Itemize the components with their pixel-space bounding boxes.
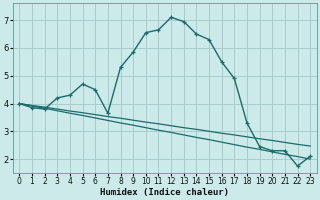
X-axis label: Humidex (Indice chaleur): Humidex (Indice chaleur): [100, 188, 229, 197]
